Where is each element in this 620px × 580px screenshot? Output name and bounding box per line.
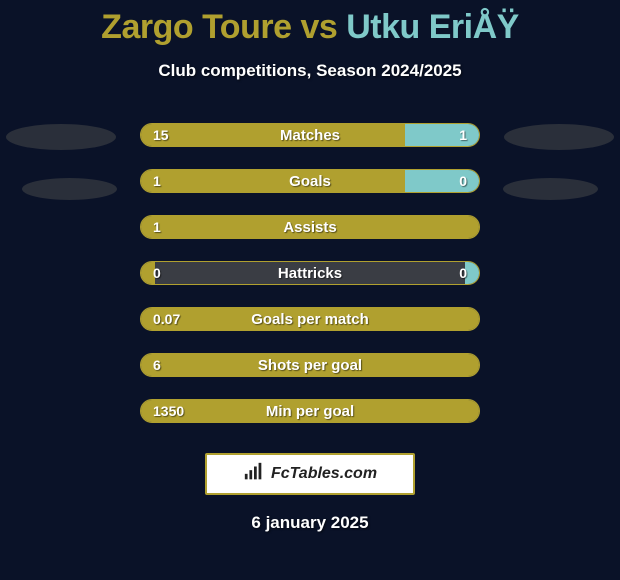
stat-row: 6 Shots per goal <box>140 353 480 377</box>
stat-value-left: 0.07 <box>153 311 180 327</box>
stat-value-right: 0 <box>459 265 467 281</box>
right-fill <box>465 262 479 284</box>
left-fill <box>141 124 405 146</box>
shadow-ellipse <box>504 124 614 150</box>
shadow-ellipse <box>6 124 116 150</box>
stat-value-right: 0 <box>459 173 467 189</box>
stat-label: Goals per match <box>251 311 369 328</box>
chart-icon <box>243 461 265 488</box>
stat-row: 15 Matches 1 <box>140 123 480 147</box>
stat-row: 1 Assists <box>140 215 480 239</box>
stat-value-left: 15 <box>153 127 169 143</box>
stat-label: Goals <box>289 173 331 190</box>
stat-value-left: 1350 <box>153 403 184 419</box>
page-title: Zargo Toure vs Utku EriÅŸ <box>0 0 620 47</box>
stat-row: 0.07 Goals per match <box>140 307 480 331</box>
stat-label: Matches <box>280 127 340 144</box>
brand-badge[interactable]: FcTables.com <box>205 453 415 495</box>
stat-label: Shots per goal <box>258 357 362 374</box>
stats-container: 15 Matches 1 1 Goals 0 1 Assists 0 Hattricks 0 0.07… <box>0 123 620 423</box>
stat-value-left: 1 <box>153 219 161 235</box>
vs-text: vs <box>292 8 347 46</box>
stat-row: 1350 Min per goal <box>140 399 480 423</box>
stat-row: 1 Goals 0 <box>140 169 480 193</box>
player1-name: Zargo Toure <box>101 8 291 46</box>
left-fill <box>141 170 405 192</box>
stat-label: Hattricks <box>278 265 342 282</box>
shadow-ellipse <box>22 178 117 200</box>
stat-value-left: 6 <box>153 357 161 373</box>
stat-value-right: 1 <box>459 127 467 143</box>
stat-label: Min per goal <box>266 403 354 420</box>
stat-value-left: 1 <box>153 173 161 189</box>
right-fill <box>405 124 479 146</box>
stat-label: Assists <box>283 219 336 236</box>
subtitle: Club competitions, Season 2024/2025 <box>0 61 620 81</box>
player2-name: Utku EriÅŸ <box>346 8 519 46</box>
shadow-ellipse <box>503 178 598 200</box>
stat-row: 0 Hattricks 0 <box>140 261 480 285</box>
right-fill <box>405 170 479 192</box>
stat-value-left: 0 <box>153 265 161 281</box>
date-text: 6 january 2025 <box>0 513 620 533</box>
brand-text: FcTables.com <box>271 465 377 483</box>
